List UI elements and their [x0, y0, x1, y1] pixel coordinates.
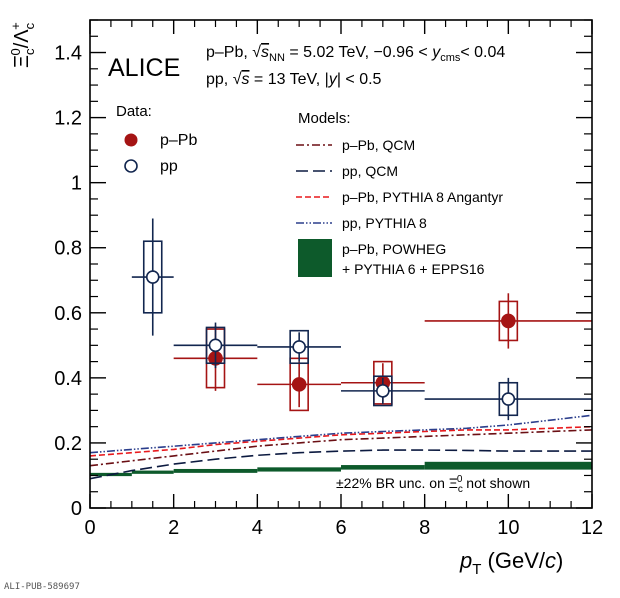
experiment-label: ALICE [108, 54, 180, 82]
publication-id: ALI-PUB-589697 [4, 582, 80, 592]
plot-frame [89, 19, 593, 509]
legend-powheg-band [298, 239, 332, 277]
x-tick-label-4: 8 [419, 517, 430, 539]
legend-ppb-qcm-label: p–Pb, QCM [342, 137, 415, 153]
legend-pp-label: pp [160, 158, 178, 175]
legend-pp-qcm-label: pp, QCM [342, 163, 398, 179]
powheg-band-bin-5 [424, 461, 592, 470]
powheg-band-bin-3 [257, 467, 341, 472]
powheg-band-bin-2 [173, 468, 258, 473]
ppb-point-3-marker [501, 313, 516, 329]
legend-angantyr-label: p–Pb, PYTHIA 8 Angantyr [342, 189, 503, 205]
models-legend-title: Models: [298, 110, 351, 127]
x-axis-title: pT (GeV/c) [459, 548, 563, 578]
header-line-1: p–Pb, √sNN = 5.02 TeV, −0.96 < ycms< 0.0… [206, 44, 505, 64]
y-tick-label-4: 0.8 [54, 238, 82, 260]
y-axis-title: Ξc0/Λc+ [8, 22, 37, 68]
legend-pythia8-label: pp, PYTHIA 8 [342, 215, 427, 231]
x-tick-label-2: 4 [252, 517, 263, 539]
pp-point-4-marker [501, 392, 516, 406]
pp-point-1-marker [208, 338, 223, 353]
br-note: ±22% BR unc. on Ξc0 not shown [336, 474, 530, 495]
legend-ppb-label: p–Pb [160, 132, 197, 149]
x-tick-label-0: 0 [84, 517, 95, 539]
y-tick-label-2: 0.4 [54, 368, 82, 390]
y-tick-label-6: 1.2 [54, 108, 82, 130]
y-tick-label-1: 0.2 [54, 433, 82, 455]
legend-powheg-label-2: + PYTHIA 6 + EPPS16 [342, 261, 485, 277]
powheg-band-bin-4 [341, 465, 425, 470]
legend-ppb-marker [124, 133, 138, 147]
x-tick-label-6: 12 [581, 517, 603, 539]
ppb-point-1-marker [291, 377, 307, 392]
model-bands [90, 461, 592, 477]
powheg-band-bin-1 [131, 470, 174, 474]
legend-pp-marker [124, 159, 138, 173]
model-curve-3 [89, 414, 593, 454]
data-legend-title: Data: [116, 103, 152, 120]
model-curve-0 [89, 429, 593, 467]
pp-point-0-marker [145, 270, 160, 284]
header-line-2: pp, √s = 13 TeV, |y| < 0.5 [206, 71, 382, 88]
pp-point-2-marker [292, 340, 306, 354]
axes-ticks: 0 2 4 6 8 10 12 0 0.2 0.4 0.6 0.8 1 1.2 1.4 [54, 19, 603, 539]
x-tick-label-1: 2 [168, 517, 179, 539]
model-curves [89, 414, 593, 480]
y-tick-label-7: 1.4 [54, 43, 82, 65]
y-tick-label-3: 0.6 [54, 303, 82, 325]
x-tick-label-5: 10 [497, 517, 519, 539]
x-tick-label-3: 6 [335, 517, 346, 539]
y-tick-label-5: 1 [71, 173, 82, 195]
model-curve-2 [89, 425, 593, 457]
y-tick-label-0: 0 [71, 498, 82, 520]
pp-point-3-marker [376, 384, 390, 398]
data-points [131, 218, 592, 421]
legend-powheg-label-1: p–Pb, POWHEG [342, 241, 446, 257]
